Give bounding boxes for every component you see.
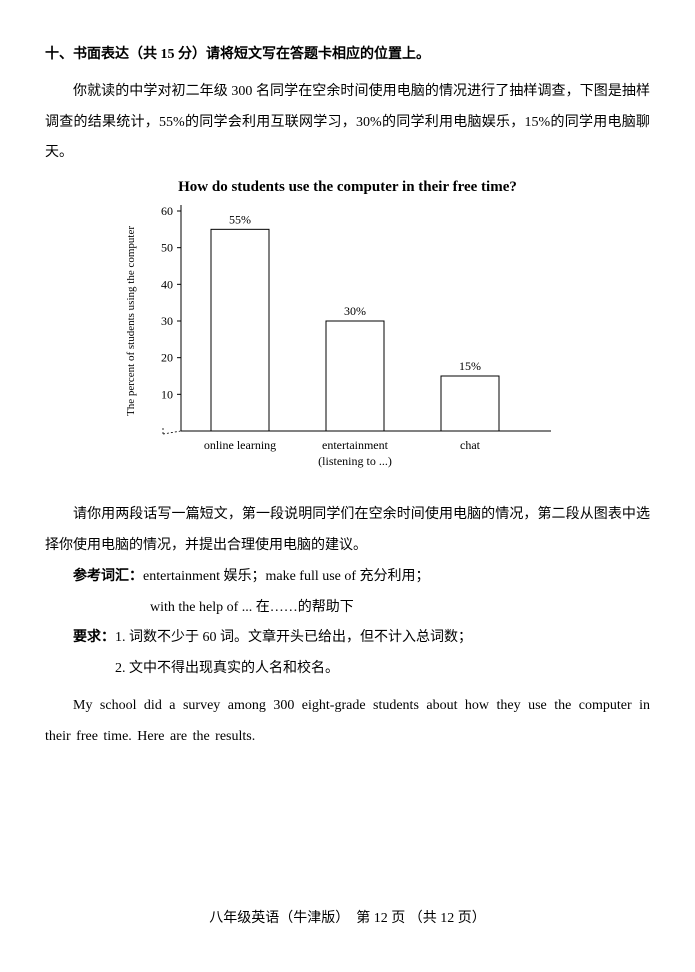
svg-text:60: 60 xyxy=(161,204,173,218)
vocab-label: 参考词汇： xyxy=(73,569,143,584)
requirement-2: 2. 文中不得出现真实的人名和校名。 xyxy=(45,654,650,685)
intro-paragraph: 你就读的中学对初二年级 300 名同学在空余时间使用电脑的情况进行了抽样调查，下… xyxy=(45,77,650,169)
vocab-text: entertainment 娱乐；make full use of 充分利用； xyxy=(143,569,430,584)
svg-text:30: 30 xyxy=(161,314,173,328)
vocab-line-1: 参考词汇：entertainment 娱乐；make full use of 充… xyxy=(45,562,650,593)
svg-text:20: 20 xyxy=(161,351,173,365)
svg-text:30%: 30% xyxy=(344,304,366,318)
vocab-line-2: with the help of ... 在……的帮助下 xyxy=(45,593,650,624)
svg-text:55%: 55% xyxy=(229,213,251,227)
chart-title: How do students use the computer in thei… xyxy=(45,179,650,196)
svg-text:40: 40 xyxy=(161,278,173,292)
svg-text:online learning: online learning xyxy=(203,438,275,452)
requirement-1: 要求：1. 词数不少于 60 词。文章开头已给出，但不计入总词数； xyxy=(45,623,650,654)
req1-text: 1. 词数不少于 60 词。文章开头已给出，但不计入总词数； xyxy=(115,630,472,645)
svg-text:%: % xyxy=(188,204,198,206)
page-footer: 八年级英语（牛津版） 第 12 页 （共 12 页） xyxy=(0,907,695,927)
bar-chart: % 10 20 30 40 50 60 55% online learning 30% entert… xyxy=(118,204,578,484)
svg-text:10: 10 xyxy=(161,388,173,402)
svg-text:50: 50 xyxy=(161,241,173,255)
svg-text:entertainment: entertainment xyxy=(322,438,389,452)
chart-svg: % 10 20 30 40 50 60 55% online learning 30% entert… xyxy=(118,204,578,479)
task-paragraph: 请你用两段话写一篇短文，第一段说明同学们在空余时间使用电脑的情况，第二段从图表中… xyxy=(45,500,650,562)
essay-starter: My school did a survey among 300 eight-g… xyxy=(45,691,650,753)
svg-text:chat: chat xyxy=(460,438,481,452)
svg-text:(listening to ...): (listening to ...) xyxy=(318,454,392,468)
svg-text:The percent of students using: The percent of students using the comput… xyxy=(125,226,137,416)
req-label: 要求： xyxy=(73,630,115,645)
svg-text:15%: 15% xyxy=(459,359,481,373)
section-title: 十、书面表达（共 15 分）请将短文写在答题卡相应的位置上。 xyxy=(45,40,650,71)
